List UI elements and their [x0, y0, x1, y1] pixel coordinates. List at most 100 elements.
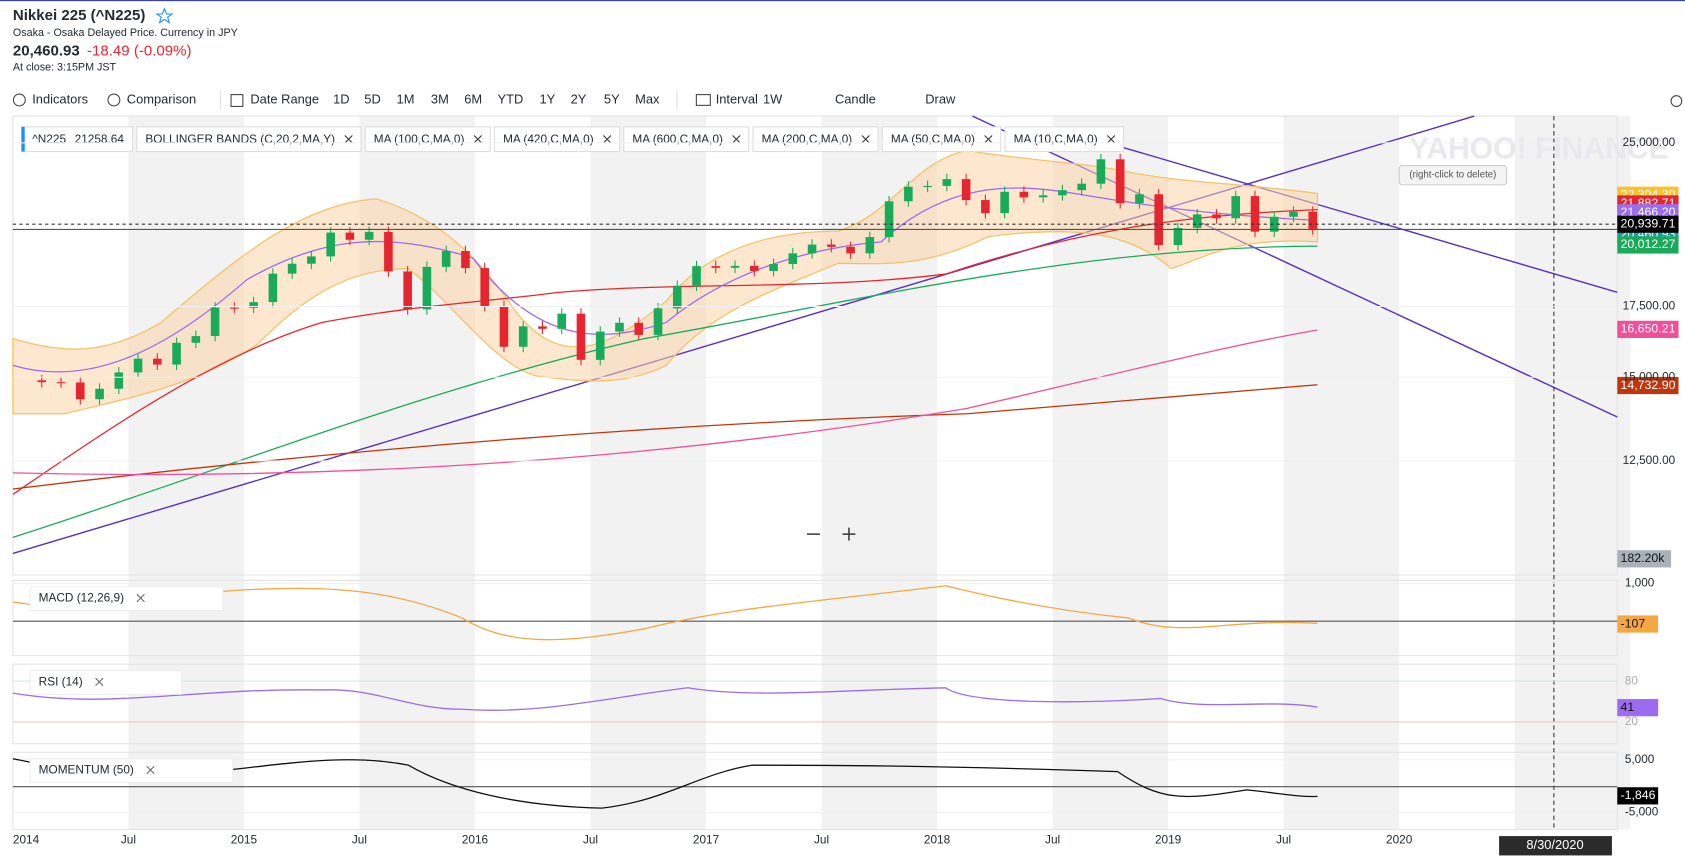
y-tick-label: 80 — [1625, 673, 1639, 687]
toolbar-item[interactable]: Interval — [716, 91, 758, 106]
change: -18.49 (-0.09%) — [87, 43, 191, 60]
toolbar-item[interactable]: 6M — [464, 91, 482, 106]
toolbar-item[interactable]: Max — [635, 91, 660, 106]
chip[interactable] — [493, 126, 621, 153]
volume-badge-label: 182.20k — [1621, 551, 1666, 565]
ma-100 — [12, 208, 1318, 495]
toolbar-item[interactable]: 1W — [763, 91, 783, 106]
toolbar-item[interactable]: 1M — [397, 91, 415, 106]
price-badge-label: 20,012.27 — [1621, 237, 1676, 251]
candle — [538, 326, 547, 329]
chip-close — [1106, 135, 1116, 144]
toolbar-item[interactable]: YTD — [498, 91, 524, 106]
candle — [1038, 195, 1048, 198]
chip-close — [984, 135, 993, 144]
candle — [1308, 211, 1318, 230]
x-tick-label: Jul — [121, 833, 136, 847]
panel-label-box — [29, 670, 183, 695]
toolbar-item[interactable]: 5D — [364, 91, 380, 106]
panel-close — [136, 593, 145, 603]
candle — [1115, 159, 1125, 204]
settings-icon[interactable] — [1670, 95, 1683, 107]
candle — [1231, 196, 1241, 219]
candle — [1250, 196, 1260, 232]
candle — [287, 263, 297, 274]
chip-symbol: ^N225 — [32, 132, 66, 146]
toolbar-item[interactable]: 1Y — [539, 91, 555, 106]
price-badge-label: 14,732.90 — [1621, 378, 1676, 392]
panel-close — [146, 765, 155, 775]
candle — [595, 331, 605, 360]
x-tick-label: 2020 — [1386, 833, 1413, 847]
chip-label: BOLLINGER BANDS (C,20,2,MA,Y) — [145, 132, 335, 146]
toolbar-item[interactable]: Candle — [835, 91, 876, 106]
zoom-controls[interactable] — [807, 527, 856, 541]
icon — [12, 93, 26, 107]
chip[interactable] — [20, 126, 134, 153]
price-badge — [1617, 236, 1679, 254]
candle — [961, 179, 971, 201]
indicator-badge — [1617, 699, 1659, 717]
candle — [1289, 211, 1298, 217]
chip[interactable] — [136, 126, 362, 153]
chip-close — [732, 135, 741, 144]
candle — [981, 200, 990, 214]
candle — [133, 358, 143, 373]
candles — [37, 153, 1318, 405]
candle — [653, 308, 663, 335]
subtitle: Osaka - Osaka Delayed Price. Currency in… — [13, 27, 238, 39]
x-tick-label: Jul — [352, 833, 367, 847]
candle — [1173, 227, 1183, 246]
x-tick-label: 2019 — [1155, 833, 1182, 847]
crosshair-date: 8/30/2020 — [1526, 837, 1583, 852]
chip[interactable] — [623, 126, 750, 153]
shade-band — [590, 116, 707, 830]
shade-band — [1514, 116, 1631, 830]
candle — [37, 380, 47, 383]
toolbar-item[interactable]: 2Y — [571, 91, 587, 106]
candle — [153, 358, 162, 365]
chip-label: MA (200,C,MA,0) — [762, 132, 853, 146]
chip-value: 21258.64 — [75, 132, 125, 146]
toolbar-item[interactable]: Draw — [925, 91, 956, 106]
close-time: At close: 3:15PM JST — [13, 62, 117, 74]
toolbar-item[interactable]: Indicators — [32, 91, 88, 106]
candle — [1192, 214, 1202, 228]
candle — [807, 244, 817, 254]
ma-200 — [12, 245, 1318, 538]
toolbar-item[interactable]: 5Y — [604, 91, 620, 106]
candle — [499, 306, 509, 347]
candle — [692, 266, 701, 286]
candle — [749, 265, 759, 271]
chip-label: MA (50,C,MA,0) — [891, 132, 975, 146]
toolbar-item[interactable]: Comparison — [127, 91, 196, 106]
tooltip: (right-click to delete) — [1409, 170, 1496, 181]
title: Nikkei 225 (^N225) — [13, 7, 145, 24]
candle — [114, 372, 124, 389]
chip-close — [861, 135, 870, 144]
chip[interactable] — [1004, 126, 1125, 153]
star[interactable] — [155, 7, 174, 24]
price: 20,460.93 — [13, 43, 80, 60]
candle — [1212, 214, 1221, 219]
x-tick-label: Jul — [814, 833, 829, 847]
candle — [75, 382, 85, 400]
candle — [865, 237, 875, 254]
chip[interactable] — [752, 126, 879, 153]
price-badge — [1617, 215, 1679, 233]
candle — [56, 382, 66, 384]
chip[interactable] — [364, 126, 491, 153]
price-badge — [1617, 376, 1679, 395]
toolbar-item[interactable]: 1D — [333, 91, 349, 106]
toolbar-item[interactable]: 3M — [431, 91, 449, 106]
candle — [1096, 159, 1106, 184]
chip[interactable] — [881, 126, 1002, 153]
chip-label: MA (10,C,MA,0) — [1014, 132, 1098, 146]
toolbar-item[interactable]: Date Range — [250, 91, 319, 106]
candle — [884, 201, 894, 238]
chip-label: MA (420,C,MA,0) — [503, 132, 594, 146]
candle — [576, 313, 586, 360]
panel-label: MACD (12,26,9) — [39, 591, 124, 605]
candle — [846, 246, 855, 254]
